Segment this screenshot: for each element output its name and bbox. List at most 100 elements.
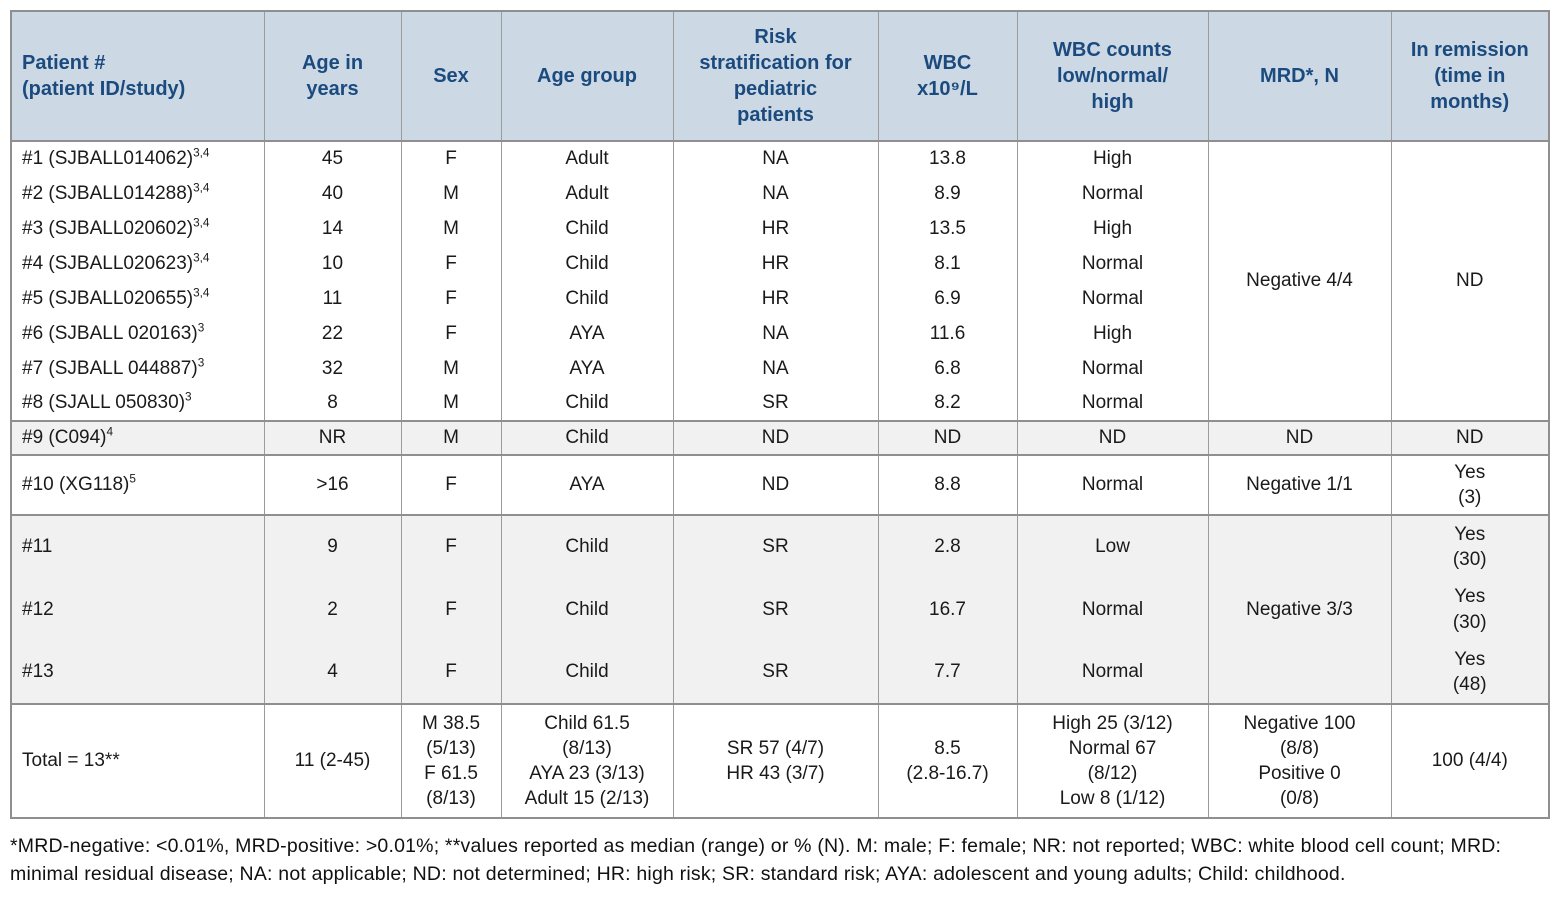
risk-cell: SR [672, 641, 879, 704]
wbc-level-cell: High [1016, 211, 1209, 246]
wbc-cell: 7.7 [877, 641, 1018, 704]
risk-cell: SR [672, 515, 879, 578]
age-cell: 8 [263, 386, 402, 421]
age-group-cell: Child [500, 515, 674, 578]
age-group-cell: Child [500, 386, 674, 421]
reference-superscript: 3,4 [193, 251, 210, 265]
patient-id-cell: #2 (SJBALL014288)3,4 [10, 176, 265, 211]
total-remission-cell: 100 (4/4) [1390, 704, 1550, 818]
age-cell: 10 [263, 246, 402, 281]
remission-merged-cell: ND [1390, 141, 1550, 421]
wbc-cell: 8.1 [877, 246, 1018, 281]
wbc-cell: 8.2 [877, 386, 1018, 421]
wbc-cell: 16.7 [877, 578, 1018, 641]
age-cell: >16 [263, 455, 402, 515]
col-header-mrd: MRD*, N [1207, 11, 1392, 141]
patient-id-cell: #8 (SJALL 050830)3 [10, 386, 265, 421]
risk-cell: SR [672, 386, 879, 421]
table-row: #6 (SJBALL 020163)3 22 F AYA NA 11.6 Hig… [10, 316, 1549, 351]
total-label-cell: Total = 13** [10, 704, 265, 818]
header-row: Patient # (patient ID/study) Age in year… [10, 11, 1550, 141]
total-row: Total = 13** 11 (2-45) M 38.5 (5/13) F 6… [10, 704, 1550, 818]
age-group-cell: Adult [500, 141, 674, 176]
sex-cell: M [400, 211, 502, 246]
age-cell: 2 [263, 578, 402, 641]
age-group-cell: AYA [500, 455, 674, 515]
mrd-merged-cell: Negative 3/3 [1207, 515, 1392, 704]
age-group-cell: Child [500, 281, 674, 316]
table-row: #1 (SJBALL014062)3,4 45 F Adult NA 13.8 … [10, 141, 1550, 421]
mrd-cell: ND [1207, 421, 1392, 455]
total-risk-cell: SR 57 (4/7) HR 43 (3/7) [672, 704, 879, 818]
patient-id-cell: #9 (C094)4 [10, 421, 265, 455]
wbc-level-cell: Normal [1016, 281, 1209, 316]
wbc-level-cell: ND [1016, 421, 1209, 455]
table-row: #2 (SJBALL014288)3,4 40 M Adult NA 8.9 N… [10, 176, 1549, 211]
age-cell: 9 [263, 515, 402, 578]
sex-cell: M [400, 386, 502, 421]
patient-group-1: #1 (SJBALL014062)3,4 45 F Adult NA 13.8 … [10, 141, 1550, 421]
table-row: #3 (SJBALL020602)3,4 14 M Child HR 13.5 … [10, 211, 1549, 246]
age-group-cell: Child [500, 211, 674, 246]
remission-cell: Yes (48) [1390, 641, 1550, 704]
total-row-band: Total = 13** 11 (2-45) M 38.5 (5/13) F 6… [10, 704, 1550, 818]
sex-cell: F [400, 455, 502, 515]
patient-id-cell: #4 (SJBALL020623)3,4 [10, 246, 265, 281]
risk-cell: SR [672, 578, 879, 641]
wbc-cell: 11.6 [877, 316, 1018, 351]
wbc-level-cell: High [1016, 316, 1209, 351]
patient-id-cell: #3 (SJBALL020602)3,4 [10, 211, 265, 246]
reference-superscript: 4 [106, 426, 114, 440]
sex-cell: M [400, 176, 502, 211]
reference-superscript: 3,4 [193, 181, 210, 195]
total-mrd-cell: Negative 100 (8/8) Positive 0 (0/8) [1207, 704, 1392, 818]
table-row: #5 (SJBALL020655)3,4 11 F Child HR 6.9 N… [10, 281, 1549, 316]
wbc-level-cell: Normal [1016, 641, 1209, 704]
wbc-cell: 13.5 [877, 211, 1018, 246]
patient-id-cell: #10 (XG118)5 [10, 455, 265, 515]
age-cell: 40 [263, 176, 402, 211]
patient-id-cell: #7 (SJBALL 044887)3 [10, 351, 265, 386]
age-group-cell: Child [500, 246, 674, 281]
age-group-cell: AYA [500, 351, 674, 386]
total-wbc-level-cell: High 25 (3/12) Normal 67 (8/12) Low 8 (1… [1016, 704, 1209, 818]
reference-superscript: 3,4 [193, 147, 210, 161]
patient-id-cell: #13 [10, 641, 265, 704]
wbc-cell: 6.8 [877, 351, 1018, 386]
age-group-cell: Child [500, 421, 674, 455]
age-group-cell: Child [500, 641, 674, 704]
wbc-cell: 8.8 [877, 455, 1018, 515]
sex-cell: F [400, 316, 502, 351]
remission-cell: Yes (3) [1390, 455, 1550, 515]
risk-cell: ND [672, 421, 879, 455]
patient-row-9-band: #9 (C094)4 NR M Child ND ND ND ND ND [10, 421, 1550, 455]
age-group-cell: AYA [500, 316, 674, 351]
wbc-level-cell: Low [1016, 515, 1209, 578]
remission-cell: Yes (30) [1390, 515, 1550, 578]
wbc-cell: ND [877, 421, 1018, 455]
mrd-cell: Negative 1/1 [1207, 455, 1392, 515]
sex-cell: F [400, 578, 502, 641]
mrd-merged-cell: Negative 4/4 [1207, 141, 1392, 421]
age-group-cell: Adult [500, 176, 674, 211]
risk-cell: NA [672, 176, 879, 211]
wbc-cell: 6.9 [877, 281, 1018, 316]
col-header-wbc: WBC x10⁹/L [877, 11, 1018, 141]
risk-cell: HR [672, 246, 879, 281]
col-header-sex: Sex [400, 11, 502, 141]
age-cell: 22 [263, 316, 402, 351]
total-age-group-cell: Child 61.5 (8/13) AYA 23 (3/13) Adult 15… [500, 704, 674, 818]
table-row: #8 (SJALL 050830)3 8 M Child SR 8.2 Norm… [10, 386, 1549, 421]
table-row: #4 (SJBALL020623)3,4 10 F Child HR 8.1 N… [10, 246, 1549, 281]
risk-cell: HR [672, 281, 879, 316]
total-sex-cell: M 38.5 (5/13) F 61.5 (8/13) [400, 704, 502, 818]
wbc-level-cell: Normal [1016, 246, 1209, 281]
age-cell: 45 [263, 141, 402, 176]
risk-cell: HR [672, 211, 879, 246]
reference-superscript: 3 [197, 321, 205, 335]
wbc-level-cell: Normal [1016, 386, 1209, 421]
sex-cell: F [400, 246, 502, 281]
wbc-level-cell: Normal [1016, 455, 1209, 515]
reference-superscript: 3 [185, 391, 192, 405]
patient-id-cell: #1 (SJBALL014062)3,4 [10, 141, 265, 176]
